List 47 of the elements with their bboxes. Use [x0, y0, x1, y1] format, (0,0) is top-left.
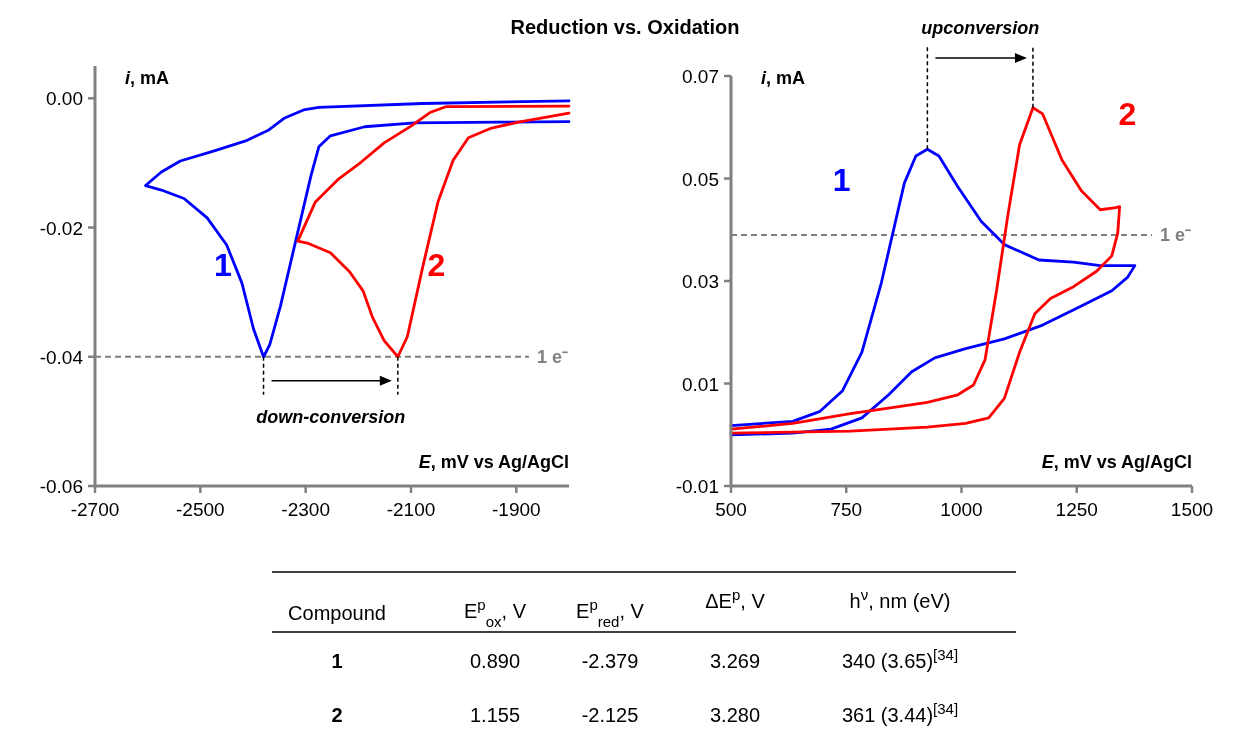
- text: -2.379: [581, 650, 639, 672]
- text: 340 (3.65)$^{[34]}$: [841, 645, 959, 672]
- x-tick-label: -2500: [176, 499, 225, 520]
- annotation: down-conversion: [256, 406, 406, 427]
- text: Reduction vs. Oxidation: [510, 16, 740, 38]
- y-tick-label: 0.05: [682, 168, 719, 190]
- x-axis-title: E, mV vs Ag/AgCl: [418, 452, 569, 472]
- x-tick-label: -2700: [70, 499, 120, 520]
- x-tick-label: 1500: [1170, 499, 1214, 520]
- text: 0.890: [469, 650, 521, 672]
- y-tick-label: 0.03: [682, 271, 719, 292]
- category-label: E$^{p}$$_{red}$, V: [576, 595, 645, 630]
- text: -2.125: [581, 704, 639, 726]
- x-tick-label: 1000: [940, 499, 983, 520]
- text: 3.280: [709, 704, 761, 726]
- x-tick-label: 1250: [1055, 499, 1098, 520]
- ref-line-label: 1 e⁻: [537, 346, 569, 367]
- category-label: ΔE$^{p}$, V: [705, 585, 766, 612]
- category-label: 1: [331, 650, 343, 672]
- category-label: Compound: [288, 602, 386, 624]
- category-label: 2: [331, 704, 343, 726]
- x-tick-label: -2100: [386, 499, 436, 520]
- text: 3.269: [709, 650, 761, 672]
- y-tick-label: -0.02: [39, 217, 83, 239]
- category-label: h$^{ν}$, nm (eV): [849, 585, 951, 612]
- x-axis-title: E, mV vs Ag/AgCl: [1041, 452, 1192, 472]
- y-tick-label: -0.04: [39, 346, 84, 368]
- ref-line-label: 1 e⁻: [1160, 224, 1192, 245]
- y-tick-label: 0.00: [46, 88, 83, 110]
- x-tick-label: 750: [830, 499, 863, 520]
- annotation: upconversion: [921, 18, 1040, 38]
- y-tick-label: -0.01: [675, 476, 719, 497]
- series-label: 2: [427, 247, 446, 283]
- text: 361 (3.44)$^{[34]}$: [841, 699, 959, 726]
- series-label: 1: [214, 247, 232, 283]
- y-axis-title: i, mA: [125, 68, 170, 88]
- x-tick-label: -1900: [492, 499, 541, 520]
- series-label: 2: [1118, 96, 1137, 133]
- category-label: E$^{p}$$_{ox}$, V: [464, 595, 527, 630]
- y-tick-label: 0.01: [682, 373, 719, 395]
- y-tick-label: -0.06: [39, 476, 83, 497]
- series-label: 1: [832, 161, 851, 198]
- x-tick-label: -2300: [281, 499, 330, 520]
- y-axis-title: i, mA: [761, 68, 806, 88]
- text: 1.155: [469, 704, 521, 726]
- y-tick-label: 0.07: [682, 66, 719, 87]
- x-tick-label: 500: [715, 499, 747, 520]
